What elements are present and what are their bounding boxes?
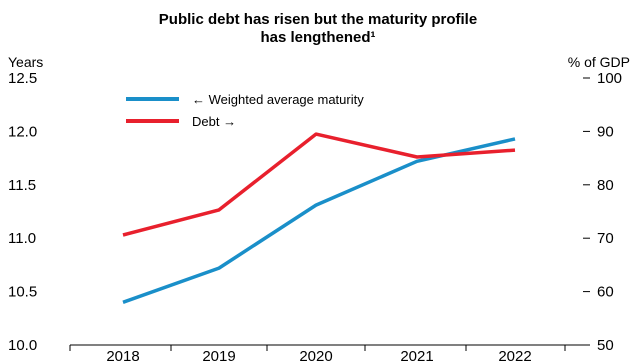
x-tick-label: 2022 xyxy=(498,348,531,363)
left-tick-label: 12.5 xyxy=(8,70,37,87)
x-axis-ticks: 2018 2019 2020 2021 2022 xyxy=(69,345,566,363)
right-tick-label: 100 xyxy=(597,70,622,87)
x-tick-label: 2018 xyxy=(106,348,139,363)
legend: ← Weighted average maturity Debt → xyxy=(126,92,364,129)
left-tick-label: 12.0 xyxy=(8,123,37,140)
left-tick-label: 10.0 xyxy=(8,337,37,354)
left-axis-label: Years xyxy=(8,54,43,70)
chart-title-line1: Public debt has risen but the maturity p… xyxy=(159,11,477,28)
series-line-debt xyxy=(122,132,516,237)
left-tick-label: 11.5 xyxy=(8,177,36,194)
x-tick-label: 2021 xyxy=(400,348,433,363)
series-lines xyxy=(122,132,516,304)
left-tick-label: 10.5 xyxy=(8,284,37,301)
right-axis-label: % of GDP xyxy=(568,54,630,70)
x-tick-label: 2020 xyxy=(299,348,332,363)
right-tick-label: 60 xyxy=(597,284,614,301)
right-axis-ticks: 50 60 70 80 90 100 xyxy=(583,70,622,354)
left-tick-label: 11.0 xyxy=(8,230,36,247)
right-tick-label: 50 xyxy=(597,337,614,354)
right-tick-label: 80 xyxy=(597,177,614,194)
right-tick-label: 90 xyxy=(597,123,614,140)
x-tick-label: 2019 xyxy=(202,348,235,363)
right-tick-label: 70 xyxy=(597,230,614,247)
left-axis-ticks: 10.0 10.5 11.0 11.5 12.0 12.5 xyxy=(8,70,37,354)
legend-label-maturity: ← Weighted average maturity xyxy=(192,92,364,107)
chart-title-line2: has lengthened¹ xyxy=(260,29,375,46)
legend-label-debt: Debt → xyxy=(192,114,236,129)
